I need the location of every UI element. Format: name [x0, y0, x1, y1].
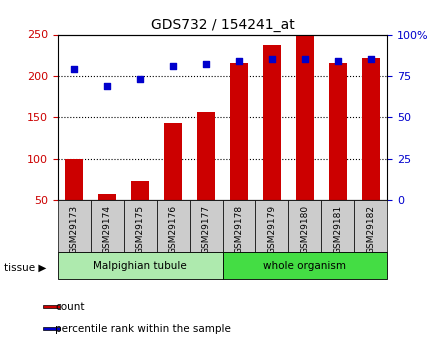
- Text: percentile rank within the sample: percentile rank within the sample: [55, 324, 231, 334]
- Point: [367, 57, 374, 62]
- FancyBboxPatch shape: [255, 200, 288, 252]
- Point: [301, 57, 308, 62]
- Text: count: count: [55, 302, 85, 312]
- Bar: [329, 63, 347, 200]
- Bar: [230, 63, 248, 200]
- Text: GSM29178: GSM29178: [235, 205, 243, 254]
- FancyBboxPatch shape: [58, 200, 91, 252]
- Bar: [44, 327, 60, 330]
- Point: [235, 58, 243, 64]
- Point: [104, 83, 111, 89]
- FancyBboxPatch shape: [124, 200, 157, 252]
- FancyBboxPatch shape: [157, 200, 190, 252]
- FancyBboxPatch shape: [288, 200, 321, 252]
- FancyBboxPatch shape: [354, 200, 387, 252]
- Text: GSM29181: GSM29181: [333, 205, 342, 254]
- Bar: [296, 36, 314, 200]
- Bar: [164, 123, 182, 200]
- Bar: [362, 58, 380, 200]
- Point: [202, 61, 210, 67]
- FancyBboxPatch shape: [222, 252, 387, 279]
- Bar: [98, 194, 116, 200]
- FancyBboxPatch shape: [222, 200, 255, 252]
- FancyBboxPatch shape: [58, 252, 222, 279]
- Bar: [197, 111, 215, 200]
- Point: [334, 58, 341, 64]
- Point: [268, 57, 275, 62]
- Point: [71, 67, 78, 72]
- Text: GSM29177: GSM29177: [202, 205, 210, 254]
- Bar: [263, 45, 281, 200]
- Point: [137, 77, 144, 82]
- Point: [170, 63, 177, 69]
- Text: GSM29180: GSM29180: [300, 205, 309, 254]
- Bar: [65, 159, 83, 200]
- FancyBboxPatch shape: [190, 200, 222, 252]
- Text: tissue ▶: tissue ▶: [4, 263, 47, 272]
- Text: GSM29173: GSM29173: [70, 205, 79, 254]
- Text: Malpighian tubule: Malpighian tubule: [93, 261, 187, 270]
- Bar: [131, 181, 149, 200]
- FancyBboxPatch shape: [91, 200, 124, 252]
- Bar: [44, 305, 60, 308]
- Text: GSM29175: GSM29175: [136, 205, 145, 254]
- Title: GDS732 / 154241_at: GDS732 / 154241_at: [150, 18, 295, 32]
- FancyBboxPatch shape: [321, 200, 354, 252]
- Text: GSM29176: GSM29176: [169, 205, 178, 254]
- Text: GSM29179: GSM29179: [267, 205, 276, 254]
- Text: whole organism: whole organism: [263, 261, 346, 270]
- Text: GSM29182: GSM29182: [366, 205, 375, 254]
- Text: GSM29174: GSM29174: [103, 205, 112, 254]
